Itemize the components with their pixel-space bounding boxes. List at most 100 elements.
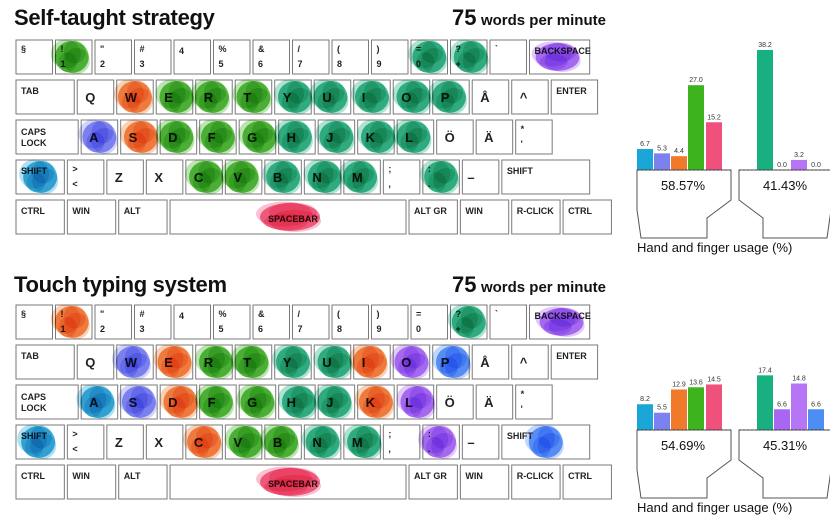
key-sym: "2 <box>94 39 132 75</box>
bar-value-label: 6.6 <box>811 401 821 408</box>
key-cap <box>118 199 168 235</box>
heat-spot <box>202 397 221 417</box>
heat-spot <box>404 397 423 417</box>
heat-blob-c <box>185 159 225 194</box>
key-label-bottom: 5 <box>219 324 224 334</box>
key-label: § <box>21 44 26 54</box>
key-label-top: ) <box>377 44 380 54</box>
bar-right-ring <box>791 383 807 430</box>
key-label: TAB <box>21 86 39 96</box>
heat-spot <box>58 52 77 72</box>
key-cap <box>66 159 105 195</box>
key-label: CTRL <box>568 206 592 216</box>
key-cap <box>471 79 510 115</box>
bar-left-ring <box>654 153 670 170</box>
key-cap <box>410 304 448 340</box>
key-cap <box>145 424 184 460</box>
heat-blob-shift-r <box>524 424 564 459</box>
heat-blob-b <box>262 159 302 194</box>
heat-blob-h <box>277 384 317 419</box>
bar-value-label: 0.0 <box>777 162 787 169</box>
key-label-bottom: ' <box>521 139 523 149</box>
heat-spot <box>193 172 212 192</box>
bar-value-label: 8.2 <box>640 396 650 403</box>
key-cap <box>66 199 117 235</box>
heat-blob-d <box>155 119 195 154</box>
heat-spot <box>268 437 287 457</box>
key-cap <box>118 464 168 500</box>
heat-spot <box>198 92 217 112</box>
key-win: WIN <box>66 199 117 235</box>
key-label: CTRL <box>568 471 592 481</box>
heat-spot <box>238 357 257 377</box>
heat-blob-f <box>196 119 236 154</box>
key-label-bottom: 0 <box>416 324 421 334</box>
key-cap <box>550 344 599 380</box>
heat-blob-backspace <box>535 306 585 337</box>
wpm-label: words per minute <box>480 12 606 29</box>
heat-spot <box>281 92 300 112</box>
heat-blob-t <box>232 79 272 114</box>
key-sym: Ö <box>436 119 474 155</box>
bar-right-index <box>757 50 773 170</box>
heat-blob-1 <box>50 304 90 339</box>
key-label-top: " <box>100 44 104 54</box>
key-win: WIN <box>459 199 510 235</box>
heat-spot <box>244 397 263 417</box>
key-label: ALT <box>124 471 141 481</box>
key-shift: SHIFT <box>501 159 591 195</box>
heat-blob-t <box>230 344 270 379</box>
key-sym: >< <box>66 424 105 460</box>
key-sym: "2 <box>94 304 132 340</box>
key-cap <box>173 39 211 75</box>
key-label: ALT <box>124 206 141 216</box>
left-hand-outline <box>636 169 732 239</box>
heat-blob-a <box>78 119 118 154</box>
key-sym: )9 <box>371 39 409 75</box>
heat-blob-i <box>348 344 388 379</box>
key-sym: %5 <box>213 304 251 340</box>
heat-blob-shift-l <box>19 159 59 194</box>
heat-blob-k <box>354 384 394 419</box>
key-label-bottom: < <box>72 444 77 454</box>
key-label: TAB <box>21 351 39 361</box>
heat-blob-o <box>390 344 430 379</box>
key-cap <box>515 384 553 420</box>
heat-blob-sym <box>449 39 489 74</box>
bar-value-label: 14.5 <box>707 376 721 383</box>
bar-value-label: 3.2 <box>794 152 804 159</box>
key-cap <box>562 464 612 500</box>
panel-title-touch-typing: Touch typing system <box>14 272 227 297</box>
key-sym: ;, <box>382 159 421 195</box>
key-cap <box>511 199 561 235</box>
bar-value-label: 6.7 <box>640 141 650 148</box>
key-ctrl: CTRL <box>562 464 612 500</box>
key-4: 4 <box>173 39 211 75</box>
chart-caption: Hand and finger usage (%) <box>637 240 793 255</box>
heat-blob-d <box>159 384 199 419</box>
heat-blob-c <box>183 424 223 459</box>
key-label-bottom: , <box>388 444 391 454</box>
right-hand-percent: 45.31% <box>763 438 808 453</box>
key-q: Q <box>76 344 115 380</box>
key-cap <box>382 159 421 195</box>
key-cap <box>15 304 53 340</box>
key-label-top: = <box>416 309 421 319</box>
key-cap <box>15 344 75 380</box>
heat-blob-p <box>427 79 467 114</box>
key-label-bottom: 2 <box>100 59 105 69</box>
key-label: ^ <box>520 355 528 370</box>
bar-value-label: 5.3 <box>657 145 667 152</box>
heat-spot <box>428 172 447 192</box>
key-label: X <box>154 435 163 450</box>
key-label: Ö <box>445 395 455 410</box>
key-label-bottom: ' <box>521 404 523 414</box>
key-r-click: R-CLICK <box>511 464 561 500</box>
bar-value-label: 12.9 <box>672 381 686 388</box>
key-cap <box>475 384 514 420</box>
key-ctrl: CTRL <box>15 199 65 235</box>
key-cap <box>371 39 409 75</box>
bar-left-index <box>688 387 704 430</box>
